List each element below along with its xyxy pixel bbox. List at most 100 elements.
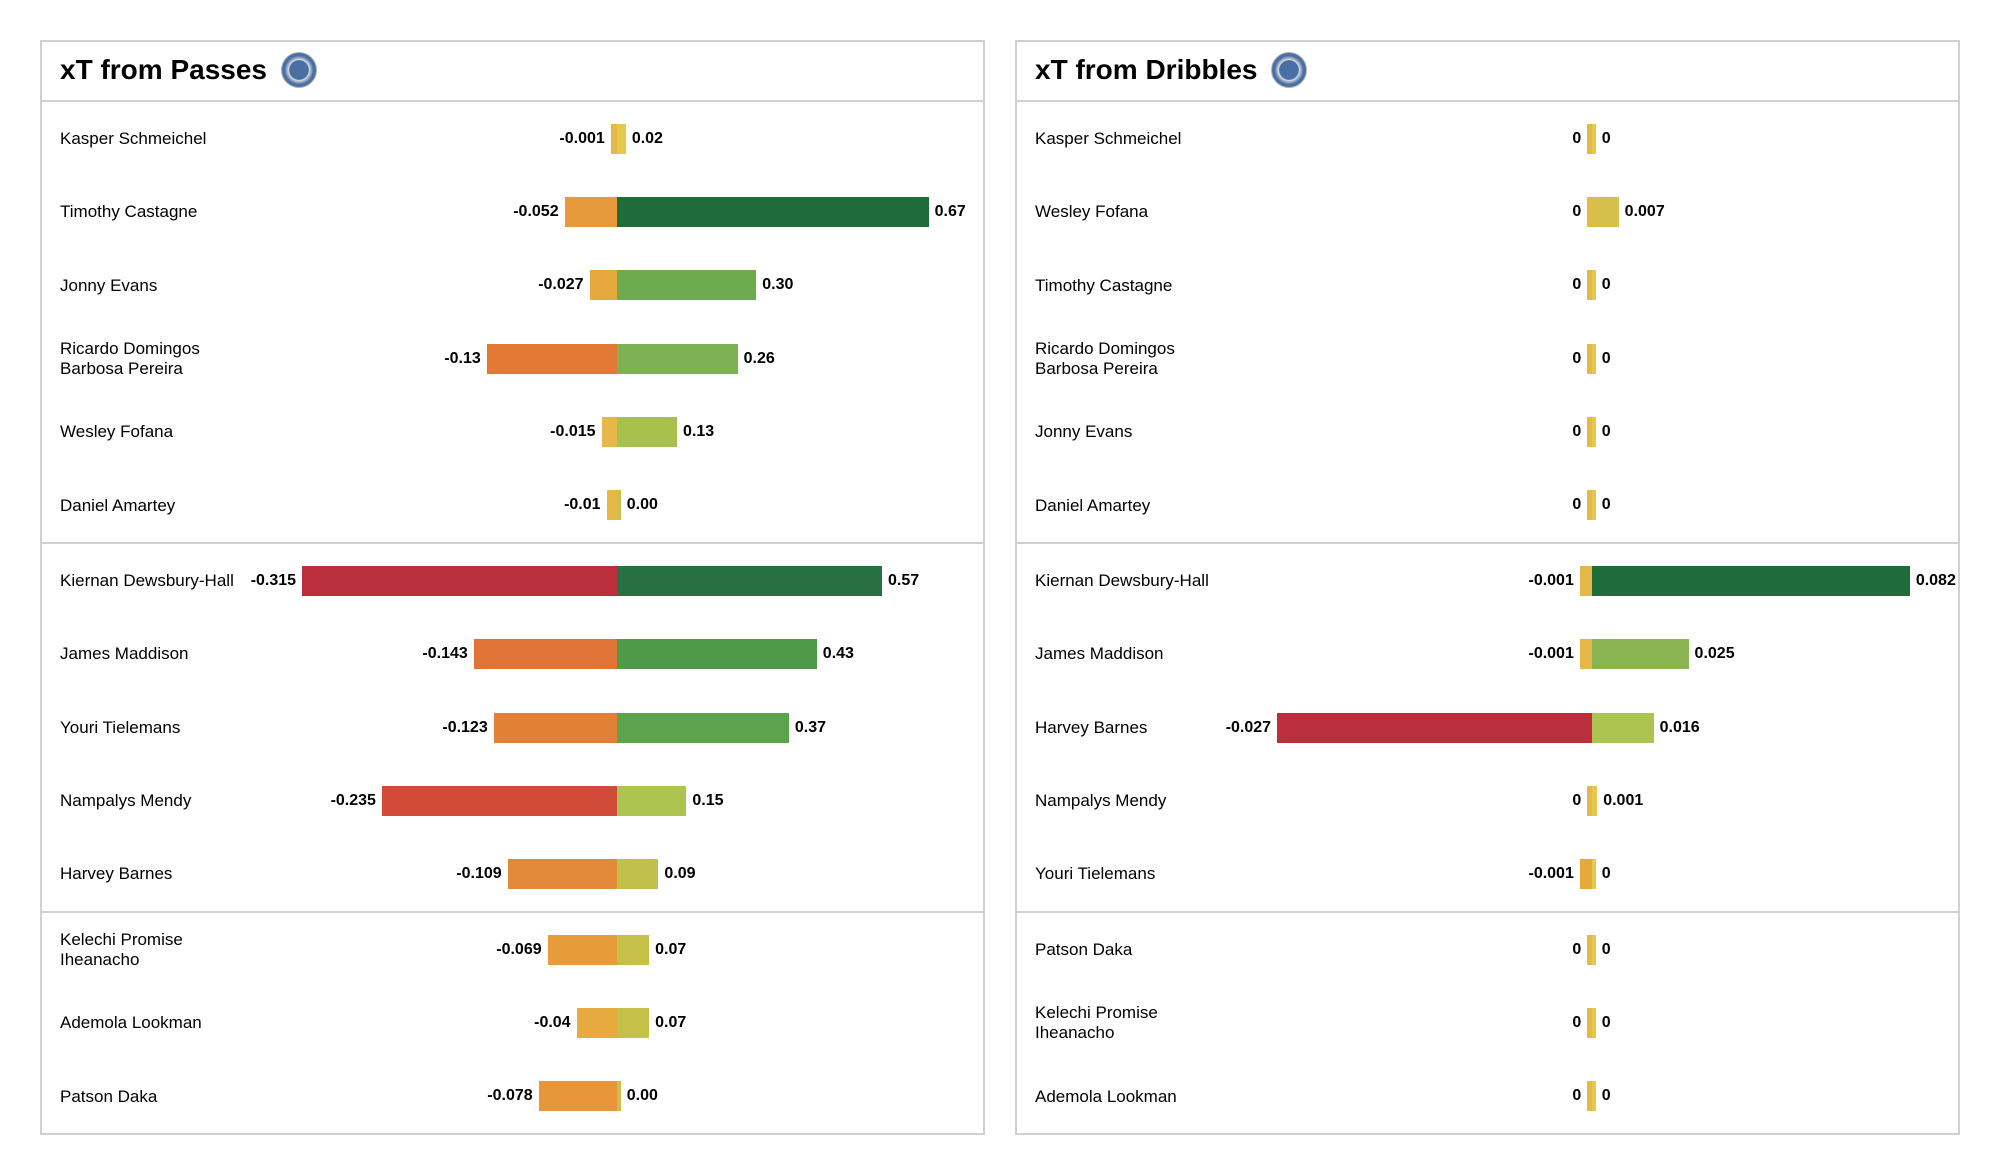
- value-label-negative: 0: [1572, 1014, 1581, 1032]
- value-label-positive: 0.37: [795, 719, 826, 737]
- chart-row: James Maddison-0.0010.025: [1017, 618, 1958, 691]
- bar-positive: [1592, 124, 1596, 154]
- chart-row: Kelechi Promise Iheanacho-0.0690.07: [42, 913, 983, 986]
- value-label-negative: 0: [1572, 792, 1581, 810]
- value-label-positive: 0.57: [888, 572, 919, 590]
- player-name: Harvey Barnes: [1035, 718, 1235, 738]
- row-group: Kasper Schmeichel-0.0010.02Timothy Casta…: [42, 102, 983, 544]
- bar-negative: [590, 270, 617, 300]
- bar-zone: -0.0780.00: [260, 1060, 973, 1133]
- chart-row: Wesley Fofana00.007: [1017, 175, 1958, 248]
- bar-negative: [494, 713, 617, 743]
- bar-positive: [617, 344, 738, 374]
- chart-row: Daniel Amartey-0.010.00: [42, 469, 983, 542]
- chart-panel: xT from PassesKasper Schmeichel-0.0010.0…: [40, 40, 985, 1135]
- bar-zone: 00: [1235, 913, 1948, 986]
- chart-title: xT from Dribbles: [1035, 54, 1257, 86]
- chart-row: James Maddison-0.1430.43: [42, 618, 983, 691]
- chart-row: Kasper Schmeichel00: [1017, 102, 1958, 175]
- bar-negative: [607, 490, 617, 520]
- bar-zone: -0.0010.025: [1235, 618, 1948, 691]
- player-name: Kelechi Promise Iheanacho: [60, 930, 260, 969]
- value-label-negative: -0.04: [534, 1014, 570, 1032]
- value-label-positive: 0.13: [683, 423, 714, 441]
- player-name: Youri Tielemans: [1035, 864, 1235, 884]
- value-label-negative: -0.078: [487, 1087, 532, 1105]
- bar-positive: [1592, 935, 1596, 965]
- player-name: Ricardo Domingos Barbosa Pereira: [60, 339, 260, 378]
- bar-positive: [1592, 713, 1654, 743]
- value-label-negative: -0.109: [456, 865, 501, 883]
- bar-zone: 00.007: [1235, 175, 1948, 248]
- chart-row: Wesley Fofana-0.0150.13: [42, 395, 983, 468]
- value-label-negative: -0.001: [1528, 572, 1573, 590]
- row-group: Kiernan Dewsbury-Hall-0.3150.57James Mad…: [42, 544, 983, 913]
- bar-negative: [1580, 566, 1592, 596]
- player-name: Kasper Schmeichel: [1035, 129, 1235, 149]
- value-label-positive: 0.43: [823, 645, 854, 663]
- bar-negative: [548, 935, 617, 965]
- bar-negative: [539, 1081, 617, 1111]
- bar-negative: [474, 639, 617, 669]
- value-label-positive: 0: [1602, 1014, 1611, 1032]
- bar-zone: -0.040.07: [260, 986, 973, 1059]
- player-name: Ademola Lookman: [1035, 1087, 1235, 1107]
- value-label-positive: 0.09: [664, 865, 695, 883]
- chart-row: Youri Tielemans-0.1230.37: [42, 691, 983, 764]
- row-group: Kasper Schmeichel00Wesley Fofana00.007Ti…: [1017, 102, 1958, 544]
- chart-row: Nampalys Mendy-0.2350.15: [42, 764, 983, 837]
- chart-row: Jonny Evans-0.0270.30: [42, 249, 983, 322]
- team-logo-icon: [281, 52, 317, 88]
- chart-row: Patson Daka-0.0780.00: [42, 1060, 983, 1133]
- bar-zone: -0.0010.082: [1235, 544, 1948, 617]
- chart-rows: Kasper Schmeichel-0.0010.02Timothy Casta…: [42, 102, 983, 1133]
- bar-zone: 00.001: [1235, 764, 1948, 837]
- bar-zone: -0.0270.016: [1235, 691, 1948, 764]
- bar-zone: -0.0690.07: [260, 913, 973, 986]
- value-label-positive: 0.00: [627, 496, 658, 514]
- player-name: Patson Daka: [60, 1087, 260, 1107]
- bar-positive: [1592, 270, 1596, 300]
- bar-positive: [617, 270, 757, 300]
- value-label-positive: 0.30: [762, 276, 793, 294]
- bar-zone: -0.0010: [1235, 838, 1948, 911]
- value-label-negative: -0.13: [444, 350, 480, 368]
- charts-container: xT from PassesKasper Schmeichel-0.0010.0…: [40, 40, 1960, 1135]
- bar-positive: [617, 124, 626, 154]
- bar-positive: [1592, 566, 1910, 596]
- player-name: Nampalys Mendy: [1035, 791, 1235, 811]
- bar-positive: [617, 935, 650, 965]
- bar-zone: 00: [1235, 249, 1948, 322]
- value-label-negative: 0: [1572, 276, 1581, 294]
- value-label-negative: 0: [1572, 941, 1581, 959]
- value-label-negative: -0.235: [331, 792, 376, 810]
- value-label-negative: 0: [1572, 130, 1581, 148]
- chart-row: Harvey Barnes-0.1090.09: [42, 838, 983, 911]
- chart-row: Kelechi Promise Iheanacho00: [1017, 986, 1958, 1059]
- chart-row: Ricardo Domingos Barbosa Pereira -0.13 0.2…: [42, 322, 983, 395]
- value-label-negative: -0.001: [559, 130, 604, 148]
- bar-negative: [1580, 639, 1592, 669]
- bar-negative: [602, 417, 617, 447]
- chart-row: Kiernan Dewsbury-Hall-0.0010.082: [1017, 544, 1958, 617]
- value-label-negative: 0: [1572, 423, 1581, 441]
- player-name: Timothy Castagne: [1035, 276, 1235, 296]
- player-name: James Maddison: [1035, 644, 1235, 664]
- bar-zone: 00: [1235, 986, 1948, 1059]
- value-label-negative: -0.027: [1226, 719, 1271, 737]
- value-label-negative: -0.315: [251, 572, 296, 590]
- bar-negative: [382, 786, 617, 816]
- value-label-positive: 0: [1602, 423, 1611, 441]
- bar-positive: [1592, 639, 1689, 669]
- bar-negative: [565, 197, 617, 227]
- player-name: Kelechi Promise Iheanacho: [1035, 1003, 1235, 1042]
- row-group: Patson Daka00Kelechi Promise Iheanacho00…: [1017, 913, 1958, 1133]
- value-label-negative: 0: [1572, 496, 1581, 514]
- value-label-positive: 0.016: [1660, 719, 1700, 737]
- team-logo-icon: [1271, 52, 1307, 88]
- value-label-positive: 0: [1602, 1087, 1611, 1105]
- player-name: Nampalys Mendy: [60, 791, 260, 811]
- bar-zone: -0.3150.57: [260, 544, 973, 617]
- bar-zone: -0.109 0.09: [260, 838, 973, 911]
- value-label-positive: 0.26: [744, 350, 775, 368]
